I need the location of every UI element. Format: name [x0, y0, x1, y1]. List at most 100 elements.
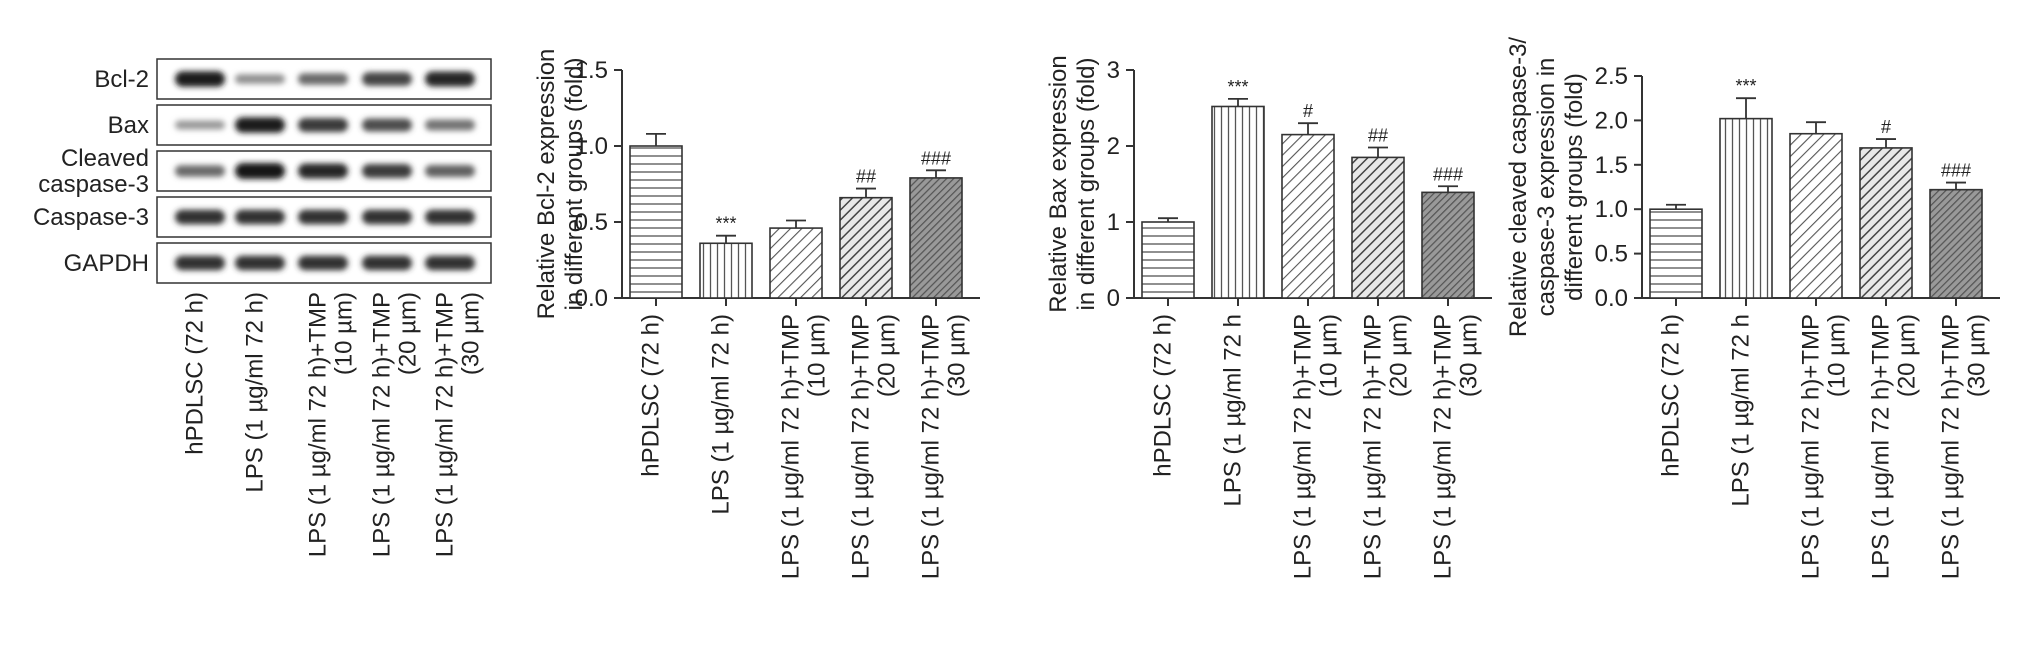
x-tick-label-4: LPS (1 µg/ml 72 h)+TMP (30 µm): [1429, 314, 1482, 579]
significance-label: #: [1881, 117, 1891, 137]
blot-lane-label-1: LPS (1 µg/ml 72 h): [241, 292, 268, 493]
chart-2: 0.0 0.5 1.0 1.5 2.0 2.5 Relative cleaved caspa…: [1505, 37, 2000, 579]
significance-label: ***: [715, 214, 736, 234]
x-tick-label-line: LPS (1 µg/ml 72 h: [1727, 314, 1754, 507]
significance-label: ***: [1227, 77, 1248, 97]
x-tick-label-line: LPS (1 µg/ml 72 h)+TMP: [1937, 314, 1964, 579]
y-tick-label: 2.5: [1595, 63, 1628, 90]
bar-0: [629, 145, 683, 299]
bar-charts: 0.0 0.5 1.0 1.5 Relative Bcl-2 expression in …: [533, 37, 2000, 579]
y-axis-label-line: in different groups (fold): [561, 57, 588, 310]
y-axis-label-line: Relative cleaved caspase-3/: [1505, 37, 1532, 337]
bar-1: [699, 242, 753, 299]
blot-label-cleaved-caspase-3-line-0: Cleaved: [61, 145, 149, 172]
x-tick-label-3: LPS (1 µg/ml 72 h)+TMP (20 µm): [1359, 314, 1412, 579]
x-tick-label-line: hPDLSC (72 h): [1657, 314, 1684, 477]
blot-band: [235, 117, 285, 133]
blot-band: [175, 255, 225, 271]
x-tick-label-line: LPS (1 µg/ml 72 h)+TMP: [1359, 314, 1386, 579]
x-tick-label-line: LPS (1 µg/ml 72 h)+TMP: [1867, 314, 1894, 579]
blot-row-bcl-2: Bcl-2: [94, 58, 492, 100]
bar-4: [1929, 188, 1983, 299]
blot-band: [235, 209, 285, 225]
blot-label-gapdh-line-0: GAPDH: [64, 250, 149, 277]
y-tick-label: 1: [1107, 209, 1120, 236]
x-tick-label-line: LPS (1 µg/ml 72 h)+TMP: [1797, 314, 1824, 579]
y-tick-label: 1.0: [1595, 196, 1628, 223]
bar-3: [839, 196, 893, 299]
bar-3: [1351, 156, 1405, 299]
x-tick-label-line: LPS (1 µg/ml 72 h)+TMP: [777, 314, 804, 579]
bar-3: [1859, 147, 1913, 299]
blot-band: [175, 71, 225, 87]
x-tick-label-1: LPS (1 µg/ml 72 h: [1219, 314, 1246, 507]
x-tick-label-4: LPS (1 µg/ml 72 h)+TMP (30 µm): [1937, 314, 1990, 579]
blot-band: [298, 73, 348, 85]
bar-2: [1789, 132, 1843, 299]
blot-row-bax: Bax: [108, 104, 492, 146]
blot-band: [175, 120, 225, 130]
blot-lane-2-line-0: LPS (1 µg/ml 72 h)+TMP: [304, 292, 331, 557]
blot-lane-4-line-1: (30 µm): [457, 292, 484, 375]
blot-band: [425, 119, 475, 131]
x-tick-label-line: LPS (1 µg/ml 72 h)+TMP: [917, 314, 944, 579]
blot-lane-1-line-0: LPS (1 µg/ml 72 h): [241, 292, 268, 493]
blot-lane-label-0: hPDLSC (72 h): [181, 292, 208, 455]
y-axis-label-line: different groups (fold): [1561, 73, 1588, 301]
x-tick-label-1: LPS (1 µg/ml 72 h: [1727, 314, 1754, 507]
x-tick-label-2: LPS (1 µg/ml 72 h)+TMP (10 µm): [777, 314, 830, 579]
blot-band: [175, 209, 225, 225]
x-tick-label-0: hPDLSC (72 h): [1149, 314, 1176, 477]
blot-band: [298, 163, 348, 179]
y-axis-label: Relative cleaved caspase-3/caspase-3 exp…: [1505, 37, 1588, 337]
x-tick-label-line: hPDLSC (72 h): [637, 314, 664, 477]
bar-4: [909, 177, 963, 299]
blot-band: [362, 164, 412, 178]
blot-lane-4-line-0: LPS (1 µg/ml 72 h)+TMP: [431, 292, 458, 557]
x-tick-label-3: LPS (1 µg/ml 72 h)+TMP (20 µm): [847, 314, 900, 579]
x-tick-label-line: LPS (1 µg/ml 72 h)+TMP: [847, 314, 874, 579]
bar-1: [1719, 117, 1773, 299]
x-tick-label-0: hPDLSC (72 h): [1657, 314, 1684, 477]
x-tick-label-line: (30 µm): [943, 314, 970, 397]
blot-lane-0-line-0: hPDLSC (72 h): [181, 292, 208, 455]
x-tick-label-2: LPS (1 µg/ml 72 h)+TMP (10 µm): [1289, 314, 1342, 579]
significance-label: ###: [921, 148, 951, 168]
significance-label: ***: [1735, 76, 1756, 96]
blot-label-bcl-2-line-0: Bcl-2: [94, 66, 149, 93]
blot-band: [425, 209, 475, 225]
significance-label: ##: [856, 167, 876, 187]
bar-1: [1211, 105, 1265, 299]
blot-band: [425, 255, 475, 271]
blot-label-bax-line-0: Bax: [108, 112, 149, 139]
blot-band: [175, 165, 225, 177]
y-tick-label: 3: [1107, 57, 1120, 84]
y-tick-label: 0.0: [1595, 285, 1628, 312]
y-axis-label-line: Relative Bax expression: [1045, 55, 1072, 312]
x-tick-label-0: hPDLSC (72 h): [637, 314, 664, 477]
y-tick-label: 1.5: [1595, 152, 1628, 179]
blot-lane-label-3: LPS (1 µg/ml 72 h)+TMP (20 µm): [368, 292, 421, 557]
blot-band: [362, 72, 412, 86]
y-axis-label: Relative Bax expression in different grou…: [1045, 55, 1100, 312]
x-tick-label-line: LPS (1 µg/ml 72 h): [707, 314, 734, 515]
y-axis-label: Relative Bcl-2 expression in different gr…: [533, 49, 588, 320]
significance-label: ###: [1941, 161, 1971, 181]
blot-band: [298, 118, 348, 132]
y-tick-label: 0.5: [1595, 241, 1628, 268]
blot-band: [235, 74, 285, 84]
blot-lane-2-line-1: (10 µm): [330, 292, 357, 375]
blot-row-caspase-3: Caspase-3: [33, 196, 492, 238]
blot-lane-label-4: LPS (1 µg/ml 72 h)+TMP (30 µm): [431, 292, 484, 557]
blot-lane-3-line-1: (20 µm): [394, 292, 421, 375]
blot-band: [362, 255, 412, 271]
x-tick-label-line: hPDLSC (72 h): [1149, 314, 1176, 477]
x-tick-label-3: LPS (1 µg/ml 72 h)+TMP (20 µm): [1867, 314, 1920, 579]
bar-2: [769, 227, 823, 299]
y-tick-label: 2: [1107, 133, 1120, 160]
significance-label: #: [1303, 101, 1313, 121]
blot-band: [362, 118, 412, 132]
blot-band: [425, 165, 475, 177]
